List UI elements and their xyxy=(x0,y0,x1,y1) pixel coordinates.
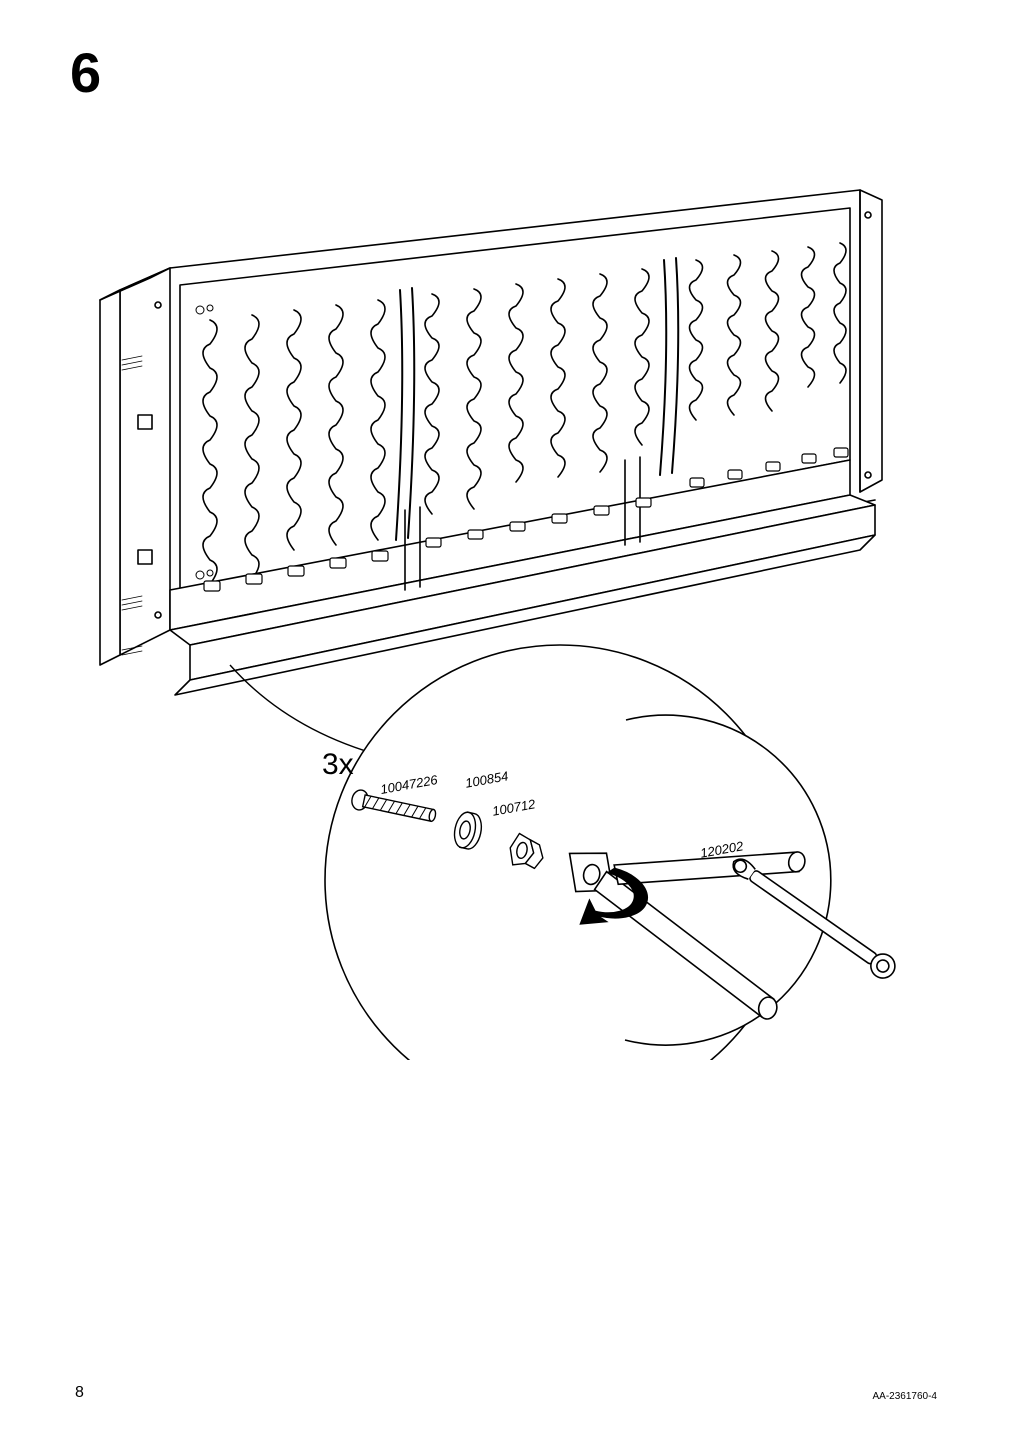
step-number: 6 xyxy=(70,40,101,105)
callout-qty: 3x xyxy=(322,748,354,782)
back-left-board-side xyxy=(100,290,120,665)
assembly-illustration: 3x 10047226 100854 100712 120202 xyxy=(60,160,940,1060)
back-left-board xyxy=(120,268,170,655)
callout-bubble xyxy=(325,645,900,1060)
furniture-panel xyxy=(100,190,882,695)
page-number: 8 xyxy=(75,1384,84,1402)
doc-code: AA-2361760-4 xyxy=(873,1391,938,1402)
